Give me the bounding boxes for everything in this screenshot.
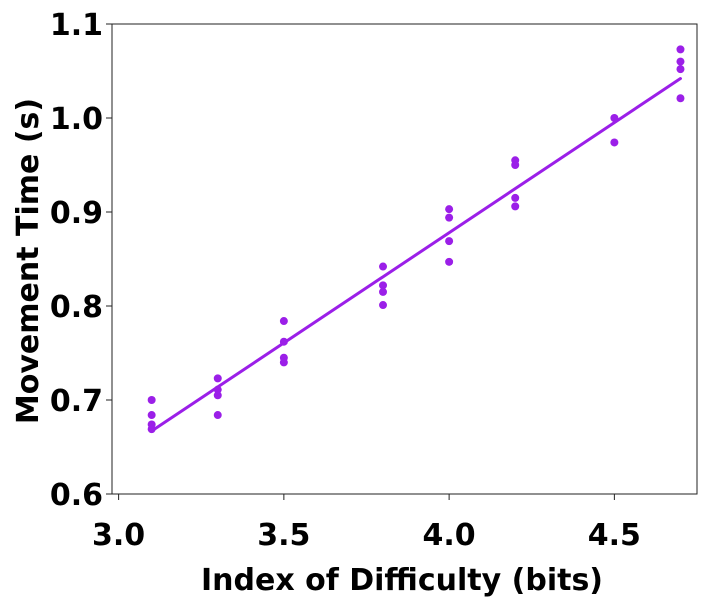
x-tick-label: 4.0 xyxy=(423,518,476,553)
data-point xyxy=(610,114,619,122)
x-tick-label: 3.5 xyxy=(257,518,310,553)
data-point xyxy=(379,301,388,310)
x-tick-label: 4.5 xyxy=(588,518,641,553)
data-point xyxy=(279,358,288,367)
x-axis-title: Index of Difficulty (bits) xyxy=(201,563,603,598)
y-axis-ticks: 0.6 0.7 0.8 0.9 1.0 1.1 xyxy=(50,8,112,513)
data-point xyxy=(213,411,222,420)
regression-line xyxy=(150,77,682,433)
x-axis-ticks: 3.0 3.5 4.0 4.5 xyxy=(92,494,641,553)
data-point xyxy=(213,391,222,400)
regression-line-group xyxy=(150,77,682,433)
y-tick-label: 1.1 xyxy=(50,8,103,43)
y-tick-label: 0.8 xyxy=(50,290,103,325)
data-point xyxy=(445,257,454,266)
data-point xyxy=(511,202,520,211)
data-point xyxy=(445,205,454,214)
data-point xyxy=(279,337,288,346)
data-point xyxy=(676,45,685,54)
data-point xyxy=(379,281,388,290)
data-point xyxy=(379,262,388,271)
y-tick-label: 0.6 xyxy=(50,478,103,513)
y-tick-label: 1.0 xyxy=(50,102,103,137)
data-point xyxy=(213,385,222,394)
data-point xyxy=(511,161,520,169)
data-point xyxy=(147,411,156,420)
y-tick-label: 0.7 xyxy=(50,384,103,419)
data-point xyxy=(213,374,222,383)
data-point xyxy=(279,317,288,326)
data-point xyxy=(379,287,388,296)
data-point xyxy=(147,396,156,404)
x-tick-label: 3.0 xyxy=(92,518,145,553)
data-point xyxy=(610,138,619,147)
data-point xyxy=(147,425,156,434)
y-tick-label: 0.9 xyxy=(50,196,103,231)
data-point xyxy=(511,193,520,202)
plot-frame xyxy=(111,23,698,495)
data-point xyxy=(676,57,685,66)
y-axis-title: Movement Time (s) xyxy=(11,98,46,424)
data-points xyxy=(147,45,685,434)
data-point xyxy=(445,237,454,246)
data-point xyxy=(676,65,685,74)
plot-border xyxy=(111,23,698,495)
data-point xyxy=(676,94,685,103)
data-point xyxy=(445,213,454,222)
